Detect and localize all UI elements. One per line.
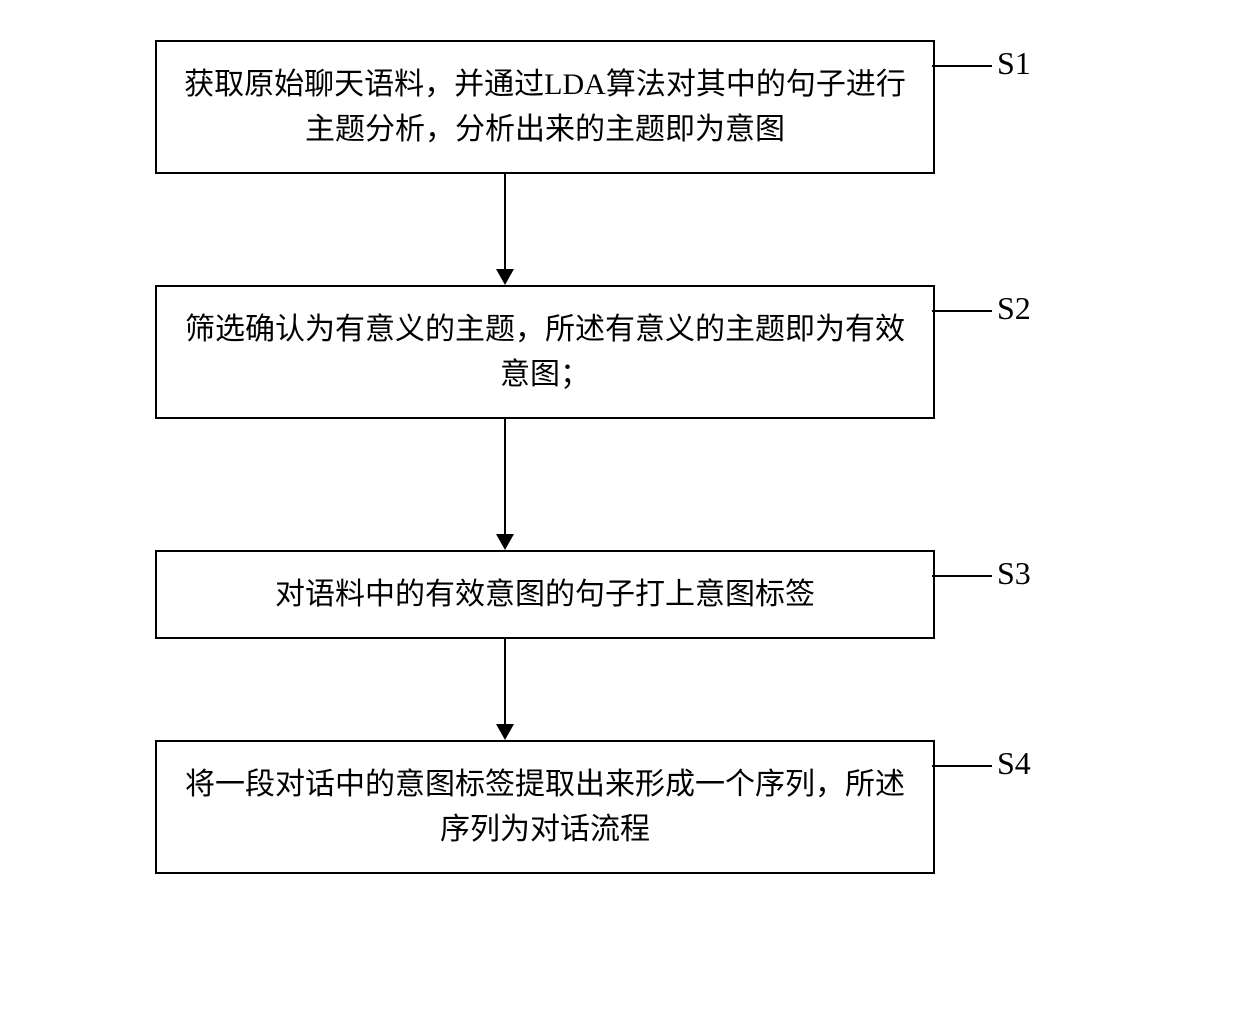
step-2-text: 筛选确认为有意义的主题，所述有意义的主题即为有效意图； (181, 307, 909, 397)
arrow-2 (496, 419, 514, 550)
step-2-label: S2 (997, 290, 1031, 327)
step-1-wrapper: 获取原始聊天语料，并通过LDA算法对其中的句子进行主题分析，分析出来的主题即为意… (40, 40, 1200, 174)
step-4-label: S4 (997, 745, 1031, 782)
arrow-1-head (496, 269, 514, 285)
step-1-node: 获取原始聊天语料，并通过LDA算法对其中的句子进行主题分析，分析出来的主题即为意… (155, 40, 935, 174)
step-3-text: 对语料中的有效意图的句子打上意图标签 (275, 572, 815, 617)
arrow-2-line (504, 419, 506, 534)
arrow-3-head (496, 724, 514, 740)
step-2-node: 筛选确认为有意义的主题，所述有意义的主题即为有效意图； (155, 285, 935, 419)
arrow-3-line (504, 639, 506, 724)
step-3-node: 对语料中的有效意图的句子打上意图标签 (155, 550, 935, 639)
step-1-connector (932, 65, 992, 67)
step-4-wrapper: 将一段对话中的意图标签提取出来形成一个序列，所述序列为对话流程 S4 (40, 740, 1200, 874)
step-4-text: 将一段对话中的意图标签提取出来形成一个序列，所述序列为对话流程 (181, 762, 909, 852)
step-3-connector (932, 575, 992, 577)
step-2-connector (932, 310, 992, 312)
flowchart-container: 获取原始聊天语料，并通过LDA算法对其中的句子进行主题分析，分析出来的主题即为意… (40, 40, 1200, 874)
arrow-3 (496, 639, 514, 740)
arrow-2-head (496, 534, 514, 550)
step-3-wrapper: 对语料中的有效意图的句子打上意图标签 S3 (40, 550, 1200, 639)
step-1-label: S1 (997, 45, 1031, 82)
step-1-text: 获取原始聊天语料，并通过LDA算法对其中的句子进行主题分析，分析出来的主题即为意… (181, 62, 909, 152)
arrow-1 (496, 174, 514, 285)
step-4-node: 将一段对话中的意图标签提取出来形成一个序列，所述序列为对话流程 (155, 740, 935, 874)
step-2-wrapper: 筛选确认为有意义的主题，所述有意义的主题即为有效意图； S2 (40, 285, 1200, 419)
arrow-1-line (504, 174, 506, 269)
step-4-connector (932, 765, 992, 767)
step-3-label: S3 (997, 555, 1031, 592)
